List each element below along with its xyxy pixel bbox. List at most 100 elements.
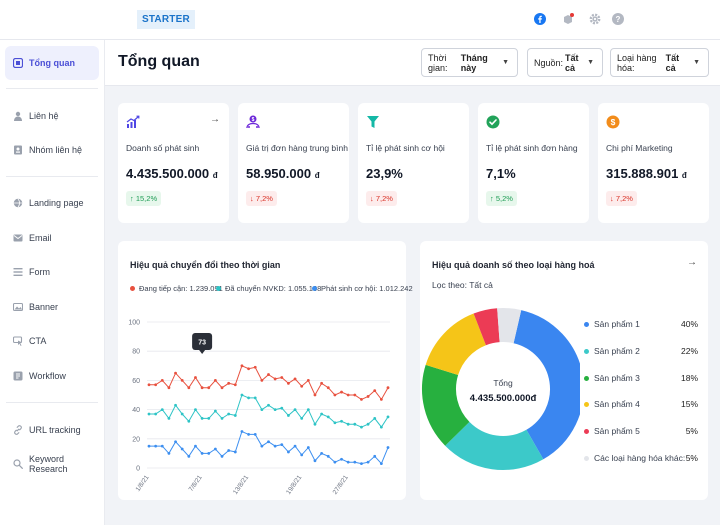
data-point: [353, 393, 357, 397]
data-point: [180, 412, 184, 416]
data-point: [207, 416, 211, 420]
product-type-filter-dropdown[interactable]: Loại hàng hóa: Tất cả ▼: [610, 48, 709, 77]
brand-logo[interactable]: STARTER: [137, 10, 195, 29]
data-point: [247, 396, 250, 400]
top-bar: STARTER ?: [0, 0, 720, 40]
source-filter-dropdown[interactable]: Nguồn: Tất cả ▼: [527, 48, 603, 77]
data-point: [260, 408, 264, 411]
legend-item[interactable]: Đã chuyển NVKD: 1.055.108: [216, 284, 321, 293]
funnel-icon: [367, 116, 379, 128]
data-point: [247, 367, 250, 371]
notification-icon[interactable]: [562, 13, 574, 25]
data-point: [379, 425, 383, 429]
sidebar-item-url-tracking[interactable]: URL tracking: [5, 413, 99, 447]
sidebar-divider: [6, 176, 98, 177]
sidebar-item-landing-page[interactable]: Landing page: [5, 186, 99, 220]
data-point: [147, 444, 151, 448]
sidebar-item-overview[interactable]: Tổng quan: [5, 46, 99, 80]
data-point: [194, 376, 197, 379]
y-tick-label: 60: [132, 378, 140, 385]
legend-label: Đang tiếp cận: 1.239.091: [139, 284, 223, 293]
workflow-icon: [13, 371, 23, 381]
facebook-icon[interactable]: [534, 13, 546, 25]
sidebar-item-contact-groups[interactable]: Nhóm liên hệ: [5, 133, 99, 167]
dollar-coin-icon: $: [606, 115, 620, 129]
stat-card-opportunity-rate: Tỉ lệ phát sinh cơ hội 23,9% ↓ 7,2%: [358, 103, 469, 223]
data-point: [306, 446, 310, 449]
chevron-down-icon: ▼: [693, 59, 700, 66]
data-point: [313, 459, 317, 463]
sidebar-item-workflow[interactable]: Workflow: [5, 359, 99, 393]
data-point: [313, 393, 317, 397]
chart-tooltip: 73: [192, 333, 213, 354]
data-point: [147, 412, 151, 416]
data-point: [373, 454, 377, 458]
arrow-right-icon[interactable]: →: [210, 114, 220, 125]
data-point: [366, 422, 370, 426]
sidebar-item-label: Liên hệ: [29, 111, 59, 121]
conversion-line-chart[interactable]: 0 20 40 60 80 100 1/8/21 7/8/21 13/8/21 19/8/21 27…: [118, 241, 406, 500]
data-point: [160, 408, 164, 411]
legend-item[interactable]: Phát sinh cơ hội: 1.012.242: [312, 284, 413, 293]
data-point: [227, 449, 231, 452]
sidebar-item-cta[interactable]: CTA: [5, 324, 99, 358]
sidebar-item-banner[interactable]: Banner: [5, 290, 99, 324]
tooltip-box: [192, 333, 213, 350]
data-point: [160, 444, 164, 448]
conversion-panel: Hiệu quả chuyển đổi theo thời gian Đang …: [118, 241, 413, 500]
sidebar-divider: [6, 88, 98, 89]
stat-value: 23,9%: [366, 166, 403, 181]
legend-label: Sản phẩm 4: [594, 399, 640, 409]
x-tick-label: 1/8/21: [135, 474, 151, 493]
sidebar-item-label: CTA: [29, 336, 47, 346]
data-point: [360, 462, 363, 466]
data-point: [240, 364, 244, 368]
y-tick-label: 80: [132, 349, 140, 356]
sidebar: Tổng quan Liên hệ Nhóm liên hệ Landing p…: [0, 40, 105, 525]
pie-slice: [497, 308, 522, 344]
pie-slice: [445, 421, 544, 470]
data-point: [194, 408, 197, 411]
sidebar-item-label: Tổng quan: [29, 58, 75, 68]
data-point: [280, 376, 284, 379]
help-icon[interactable]: ?: [612, 13, 624, 25]
data-point: [300, 416, 304, 420]
time-filter-dropdown[interactable]: Thời gian: Tháng này ▼: [421, 48, 518, 77]
sidebar-item-label: URL tracking: [29, 425, 81, 435]
data-point: [227, 412, 231, 416]
pie-slice: [473, 308, 501, 346]
chevron-down-icon: ▼: [587, 59, 594, 66]
sales-donut-chart[interactable]: Tổng 4.435.500.000đ: [420, 241, 580, 500]
settings-gear-icon[interactable]: [589, 13, 601, 25]
data-point: [187, 386, 191, 390]
sidebar-item-form[interactable]: Form: [5, 255, 99, 289]
data-point: [360, 425, 363, 429]
x-tick-label: 19/8/21: [285, 474, 303, 496]
data-point: [326, 454, 330, 458]
sidebar-item-keyword-research[interactable]: Keyword Research: [5, 447, 99, 481]
stat-card-sales[interactable]: → Doanh số phát sinh 4.435.500.000 đ ↑ 1…: [118, 103, 229, 223]
data-point: [253, 433, 257, 436]
data-point: [280, 406, 284, 410]
tooltip-pointer: [199, 350, 206, 354]
stat-value: 4.435.500.000 đ: [126, 166, 218, 181]
sidebar-item-email[interactable]: Email: [5, 221, 99, 255]
legend-item[interactable]: Đang tiếp cận: 1.239.091: [130, 284, 223, 293]
legend-label: Sản phẩm 5: [594, 426, 640, 436]
data-point: [174, 440, 177, 444]
cta-icon: [13, 336, 23, 346]
arrow-right-icon[interactable]: →: [687, 257, 697, 268]
sales-filter[interactable]: Lọc theo: Tất cả: [432, 280, 493, 290]
sidebar-item-contacts[interactable]: Liên hệ: [5, 99, 99, 133]
data-point: [326, 386, 330, 390]
data-point: [174, 371, 177, 375]
trend-badge: ↓ 7,2%: [246, 191, 277, 206]
pie-slice: [512, 310, 580, 460]
stat-card-avg-order-value: $ Giá trị đơn hàng trung bình 58.950.000…: [238, 103, 349, 223]
data-point: [240, 430, 244, 433]
data-point: [220, 386, 224, 390]
panel-title: Hiệu quả doanh số theo loại hàng hoá: [432, 260, 595, 270]
data-point: [340, 390, 343, 394]
legend-dot: [584, 375, 589, 381]
donut-center-value: 4.435.500.000đ: [470, 393, 537, 404]
